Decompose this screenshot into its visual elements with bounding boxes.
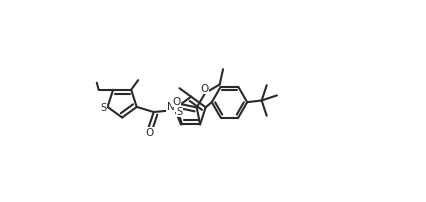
Text: O: O bbox=[200, 84, 208, 94]
Text: O: O bbox=[172, 97, 181, 107]
Text: O: O bbox=[146, 127, 154, 138]
Text: N: N bbox=[167, 102, 174, 113]
Text: H: H bbox=[170, 103, 177, 112]
Text: S: S bbox=[100, 103, 106, 113]
Text: S: S bbox=[176, 106, 182, 117]
